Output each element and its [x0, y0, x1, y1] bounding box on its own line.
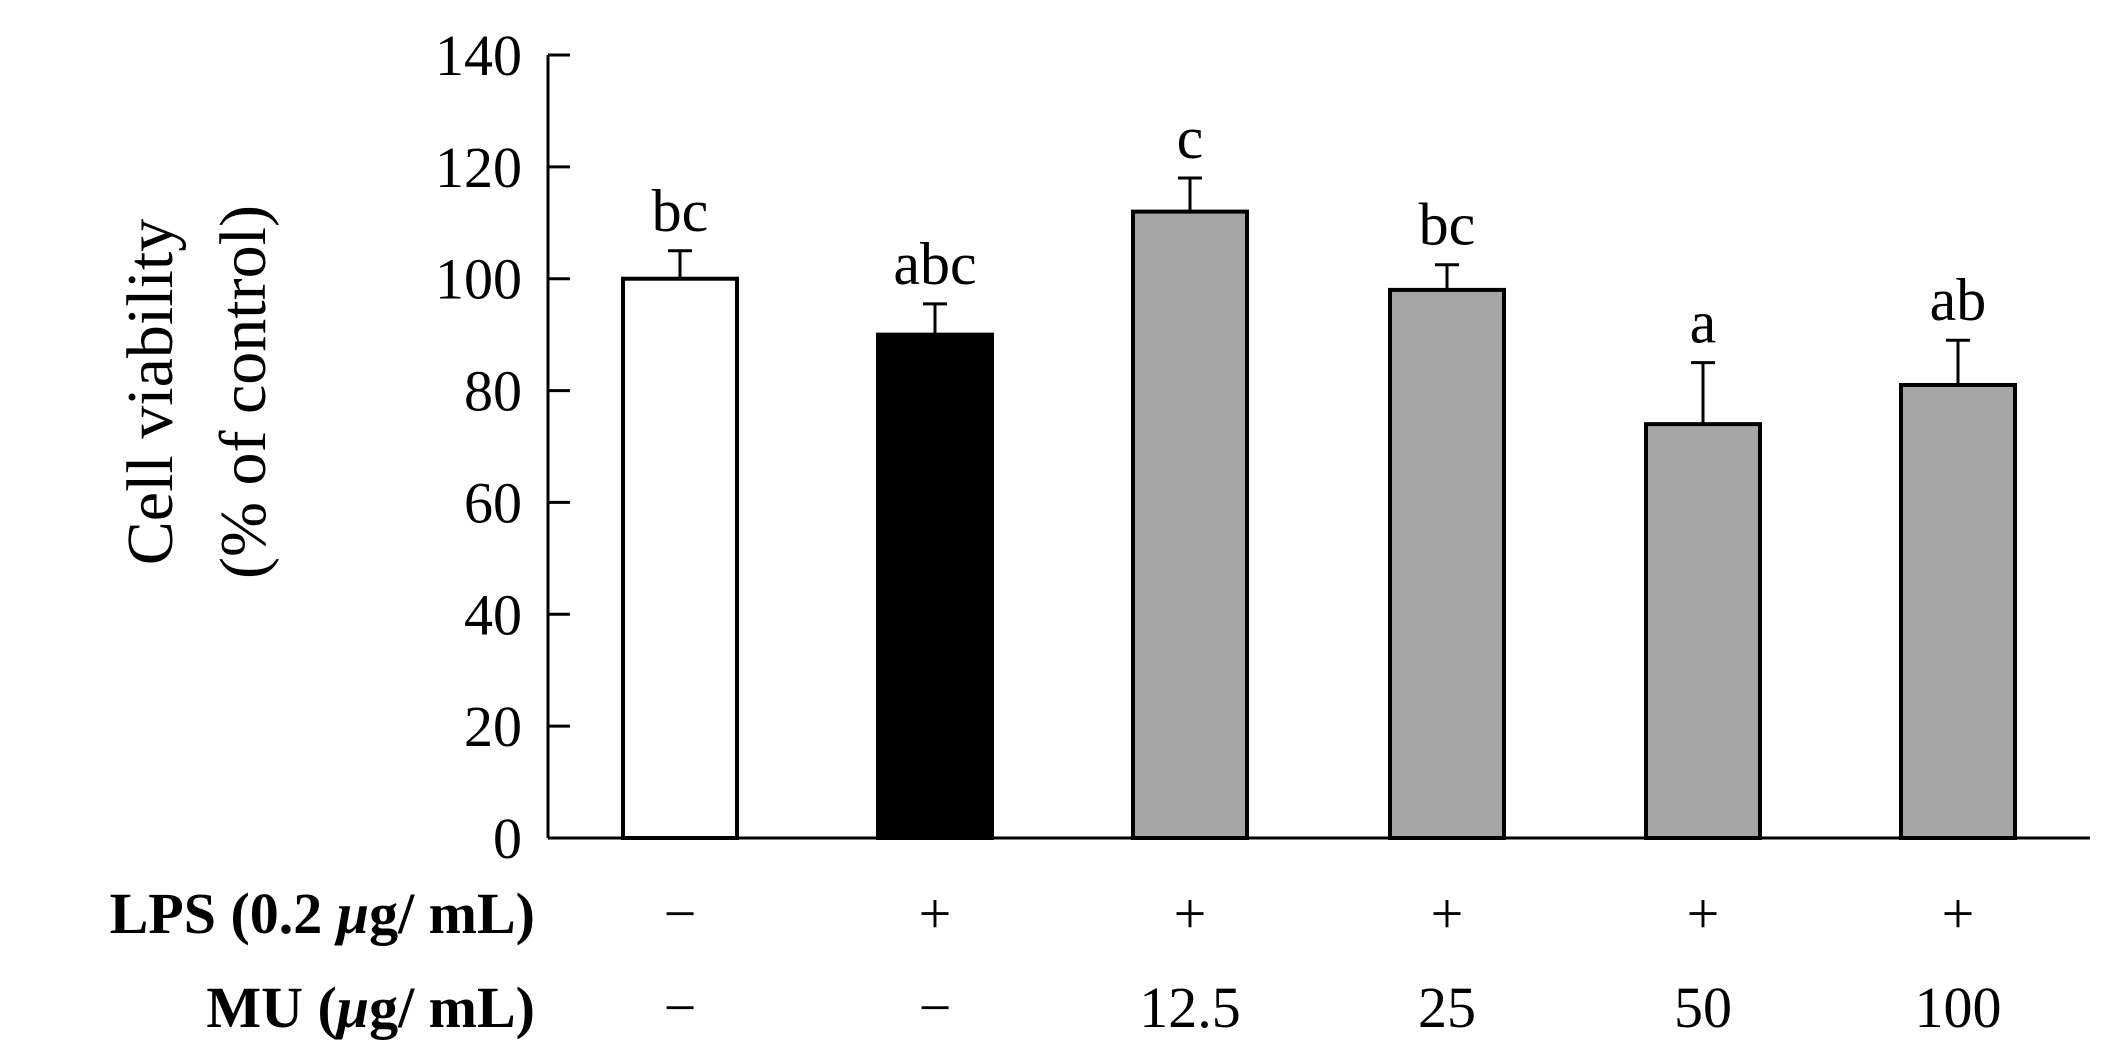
condition-value: 50 — [1674, 975, 1732, 1040]
condition-value: − — [664, 881, 697, 946]
y-axis-title-line1: Cell viability — [114, 219, 187, 565]
bar — [1644, 422, 1762, 840]
significance-label: a — [1690, 290, 1717, 356]
condition-value: − — [664, 975, 697, 1040]
y-tick-label: 120 — [435, 135, 522, 200]
y-axis-title-line2: (% of control) — [207, 205, 280, 579]
significance-label: c — [1177, 105, 1204, 171]
y-tick-label: 80 — [464, 359, 522, 424]
significance-label: abc — [893, 231, 976, 297]
bar — [621, 276, 739, 840]
bar — [876, 332, 994, 840]
bar — [1899, 382, 2017, 840]
condition-value: + — [1431, 881, 1464, 946]
significance-labels: bc abc c bc a ab — [652, 105, 1987, 356]
condition-row-label-lps: LPS (0.2 μg/ mL) — [110, 881, 535, 946]
error-bars — [668, 176, 1970, 425]
condition-value: 12.5 — [1139, 975, 1241, 1040]
condition-value: + — [1174, 881, 1207, 946]
y-tick-label: 140 — [435, 23, 522, 88]
y-axis-ticks: 0 20 40 60 80 100 120 140 — [435, 23, 570, 871]
y-tick-label: 40 — [464, 582, 522, 647]
condition-value: 25 — [1418, 975, 1476, 1040]
condition-value: + — [1687, 881, 1720, 946]
y-tick-label: 20 — [464, 694, 522, 759]
condition-values: − + + + + + − − 12.5 25 50 100 — [664, 881, 2002, 1040]
bar — [1388, 287, 1506, 840]
y-tick-label: 60 — [464, 470, 522, 535]
condition-value: 100 — [1915, 975, 2002, 1040]
bars — [621, 209, 2017, 841]
y-tick-label: 0 — [493, 806, 522, 871]
y-tick-label: 100 — [435, 247, 522, 312]
condition-value: − — [919, 975, 952, 1040]
significance-label: bc — [1419, 192, 1476, 258]
condition-value: + — [1942, 881, 1975, 946]
condition-row-label-mu: MU (μg/ mL) — [206, 975, 535, 1040]
significance-label: bc — [652, 178, 709, 244]
bar — [1131, 209, 1249, 841]
significance-label: ab — [1930, 267, 1987, 333]
condition-value: + — [919, 881, 952, 946]
